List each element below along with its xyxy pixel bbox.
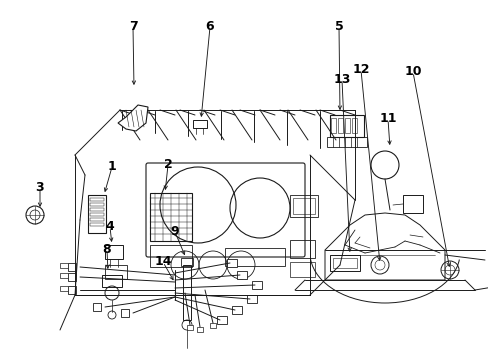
Bar (68, 273, 76, 281)
Bar (60, 273, 68, 278)
Bar (181, 258, 193, 266)
Bar (332, 258, 356, 268)
Bar (289, 240, 314, 258)
Bar (90, 218, 104, 221)
Bar (102, 275, 122, 287)
Bar (289, 195, 317, 217)
Text: 13: 13 (333, 73, 350, 86)
Bar (90, 223, 104, 226)
Bar (289, 262, 314, 277)
Bar (292, 198, 314, 214)
Bar (330, 118, 335, 133)
Bar (90, 208, 104, 211)
Text: 10: 10 (404, 65, 421, 78)
Bar (93, 303, 101, 311)
Bar (121, 309, 129, 317)
Bar (329, 255, 359, 271)
Text: 1: 1 (107, 160, 116, 173)
Bar (68, 286, 76, 294)
Text: 8: 8 (102, 243, 111, 256)
Bar (345, 118, 349, 133)
Bar (60, 286, 68, 291)
Bar (209, 323, 216, 328)
Bar (193, 120, 206, 128)
Text: 2: 2 (163, 158, 172, 171)
Bar (105, 265, 127, 279)
Text: 5: 5 (334, 20, 343, 33)
Bar (237, 271, 246, 279)
Bar (105, 245, 123, 259)
Text: 11: 11 (379, 112, 396, 125)
Bar (351, 118, 356, 133)
Bar (60, 263, 68, 268)
Text: 12: 12 (351, 63, 369, 76)
Text: 6: 6 (205, 20, 214, 33)
Text: 14: 14 (154, 255, 171, 268)
Bar (90, 198, 104, 201)
Bar (224, 248, 285, 266)
Text: 3: 3 (36, 181, 44, 194)
Bar (402, 195, 422, 213)
Bar (197, 327, 203, 332)
Bar (251, 281, 262, 289)
Text: 7: 7 (128, 20, 137, 33)
Bar (226, 259, 237, 267)
Bar (217, 316, 226, 324)
Polygon shape (118, 105, 148, 131)
Text: 9: 9 (170, 225, 179, 238)
Bar (231, 306, 242, 314)
Bar (90, 213, 104, 216)
Bar (150, 245, 192, 267)
Bar (326, 137, 366, 147)
Bar (337, 118, 342, 133)
Bar (183, 265, 191, 320)
Bar (150, 193, 192, 241)
Text: 4: 4 (105, 220, 114, 233)
Bar (246, 295, 257, 303)
Bar (329, 115, 363, 137)
Bar (88, 195, 106, 233)
Bar (90, 203, 104, 206)
Bar (186, 325, 193, 330)
Bar (68, 263, 76, 271)
